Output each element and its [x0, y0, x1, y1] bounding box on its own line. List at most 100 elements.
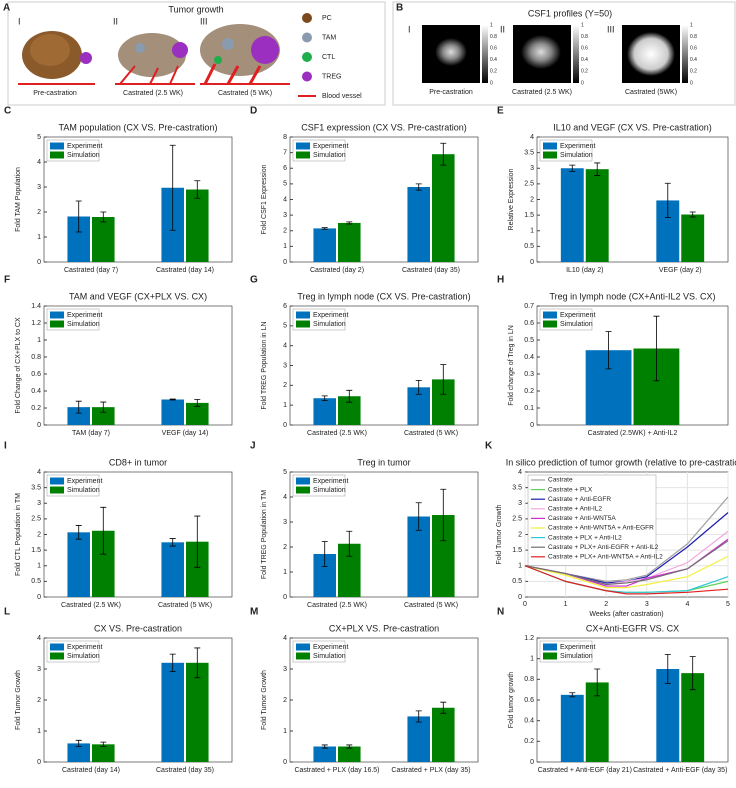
bar: [585, 169, 609, 262]
legend-label: Simulation: [67, 653, 100, 660]
error-bar: [194, 515, 201, 568]
y-tick-label: 0: [37, 422, 41, 429]
y-tick-label: 0.1: [524, 405, 534, 412]
y-tick-label: 3: [518, 500, 522, 507]
x-tick-label: Castrated (5 WK): [158, 602, 212, 609]
bar: [407, 387, 430, 425]
legend-label: Simulation: [313, 152, 346, 159]
x-tick-label: 0: [523, 601, 527, 608]
y-tick-label: 0.2: [524, 388, 534, 395]
y-tick-label: 2.5: [512, 516, 522, 523]
error-bar: [100, 741, 107, 747]
legend-swatch: [296, 151, 310, 159]
y-tick-label: 5: [283, 323, 287, 330]
error-bar: [100, 506, 107, 555]
error-bar: [321, 227, 328, 230]
colorbar-tick: 0.6: [581, 46, 588, 52]
legend-swatch: [543, 311, 557, 319]
y-tick-label: 7: [283, 149, 287, 156]
y-axis-label: Fold Tumor Growth: [496, 504, 503, 564]
bar: [313, 228, 336, 262]
bar: [67, 216, 90, 262]
legend-label: Experiment: [67, 644, 102, 651]
y-tick-label: 3.5: [31, 484, 41, 491]
y-tick-label: 4: [37, 159, 41, 166]
x-tick-label: 4: [685, 601, 689, 608]
legend-label: Simulation: [67, 321, 100, 328]
colorbar-tick: 0.4: [490, 57, 497, 63]
legend-swatch: [50, 151, 64, 159]
panel-letter: J: [250, 441, 256, 452]
legend-label: Simulation: [67, 152, 100, 159]
x-tick-label: 1: [564, 601, 568, 608]
colorbar-tick: 0: [581, 80, 584, 86]
legend-label: Castrate: [548, 477, 573, 484]
y-tick-label: 0: [283, 259, 287, 266]
y-tick-label: 6: [283, 303, 287, 310]
legend-swatch: [296, 652, 310, 660]
plot-frame: [289, 637, 479, 763]
legend-label: Simulation: [560, 152, 593, 159]
bar: [186, 662, 209, 762]
bar: [338, 396, 361, 425]
error-bar: [75, 200, 82, 233]
legend-label: Blood vessel: [322, 93, 362, 100]
legend-label: Simulation: [313, 653, 346, 660]
y-tick-label: 0.2: [31, 405, 41, 412]
legend-swatch: [50, 652, 64, 660]
image-label: II: [500, 24, 505, 34]
y-tick-label: 3: [37, 500, 41, 507]
error-bar: [569, 164, 576, 172]
y-axis-label: Relative Expression: [508, 168, 515, 230]
error-bar: [440, 142, 447, 166]
legend-swatch: [302, 52, 312, 62]
y-tick-label: 3: [283, 519, 287, 526]
error-bar: [689, 656, 696, 691]
legend-swatch: [543, 320, 557, 328]
x-tick-label: TAM (day 7): [72, 430, 110, 437]
legend-label: Experiment: [313, 312, 348, 319]
bar: [313, 746, 336, 762]
bar: [432, 154, 455, 262]
legend-swatch: [50, 643, 64, 651]
y-axis-label: Fold CTL Population in TM: [15, 493, 22, 576]
bar: [313, 398, 336, 425]
x-tick-label: Castrated + Anti-EGF (day 21): [538, 767, 632, 774]
error-bar: [169, 144, 176, 231]
legend-label: Castrate + PLX: [548, 486, 593, 493]
x-tick-label: Castrated (2.5 WK): [307, 602, 367, 609]
legend-swatch: [50, 320, 64, 328]
error-bar: [440, 701, 447, 714]
error-bar: [415, 710, 422, 723]
y-axis-label: Fold CSF1 Expression: [261, 164, 268, 234]
bar: [67, 407, 90, 425]
y-tick-label: 0.5: [524, 243, 534, 250]
colorbar-tick: 0.2: [690, 69, 697, 75]
chart-title: Treg in lymph node (CX VS. Pre-castratio…: [297, 291, 470, 301]
bar: [92, 217, 115, 262]
chart-title: IL10 and VEGF (CX VS. Pre-castration): [553, 122, 712, 132]
y-axis-label: Fold tumor growth: [508, 672, 515, 729]
y-tick-label: 4: [37, 635, 41, 642]
y-axis-label: Fold TREG Population in LN: [261, 321, 268, 409]
y-tick-label: 1: [283, 402, 287, 409]
legend-swatch: [543, 652, 557, 660]
bar: [186, 189, 209, 262]
legend-label: Castrate + Anti-WNT5A: [548, 515, 616, 522]
panel-letter: I: [4, 441, 7, 452]
y-tick-label: 1: [530, 228, 534, 235]
bar: [186, 541, 209, 597]
legend-swatch: [302, 13, 312, 23]
colorbar-tick: 0.6: [690, 46, 697, 52]
y-tick-label: 6: [283, 165, 287, 172]
x-tick-label: Castrated (5 WK): [404, 430, 458, 437]
panel-letter: E: [497, 106, 504, 117]
y-tick-label: 4: [283, 494, 287, 501]
y-tick-label: 1.2: [31, 320, 41, 327]
y-tick-label: 0: [283, 594, 287, 601]
image-caption: Castrated (2.5 WK): [512, 89, 572, 96]
bar: [656, 200, 680, 262]
bar: [338, 543, 361, 597]
y-tick-label: 3: [37, 666, 41, 673]
image-caption: Pre-castration: [429, 89, 473, 96]
